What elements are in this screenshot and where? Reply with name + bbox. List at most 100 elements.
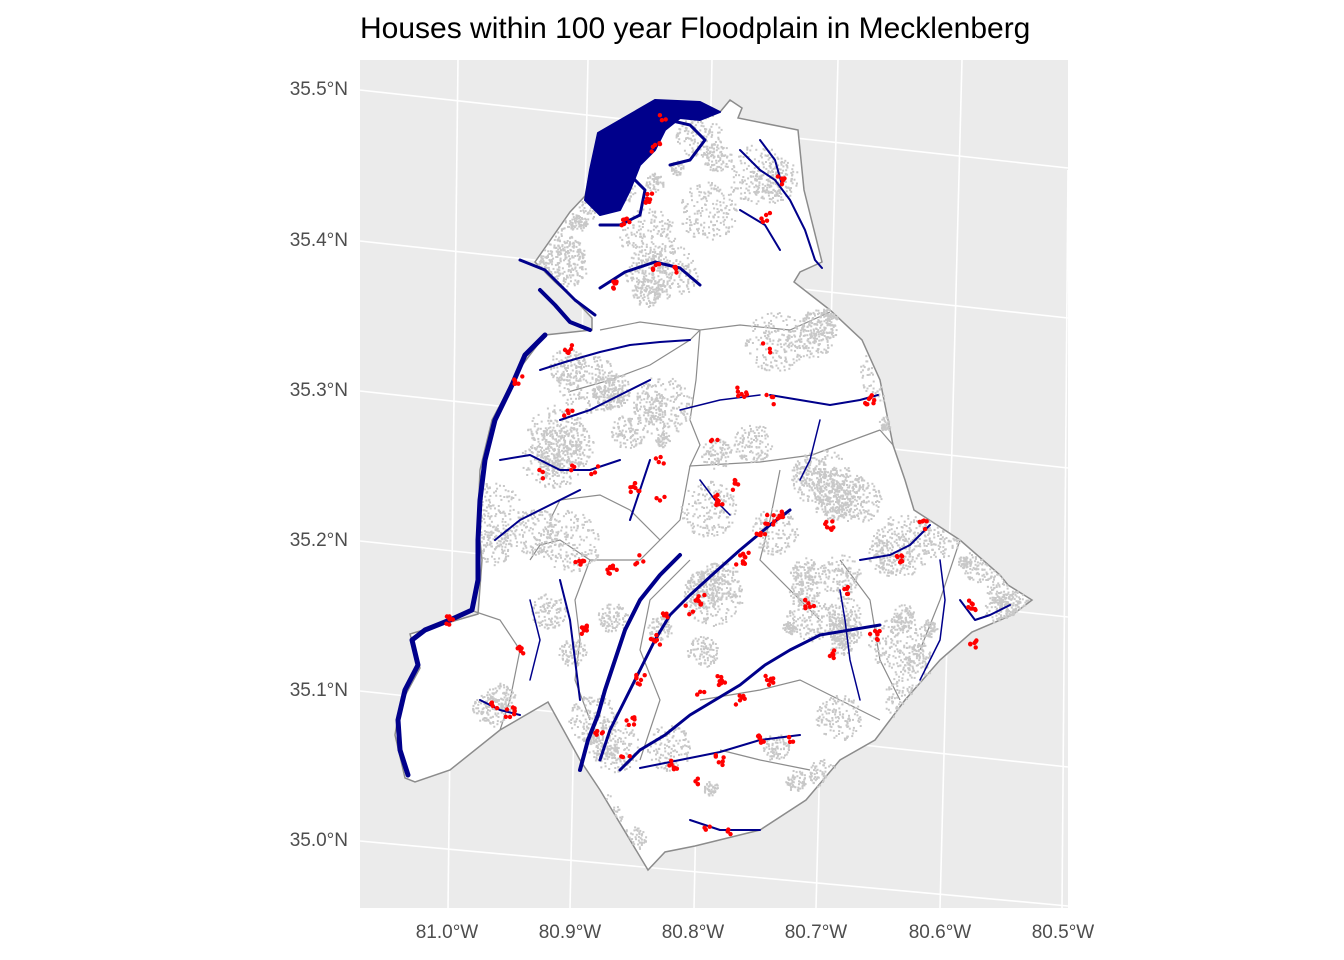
house-point [787, 746, 790, 749]
house-point [907, 614, 910, 617]
house-point [800, 329, 802, 332]
house-point [491, 504, 494, 507]
house-point [841, 642, 844, 645]
house-point [565, 472, 568, 475]
house-point [561, 372, 564, 375]
house-point [537, 621, 540, 624]
house-point [524, 452, 527, 455]
house-point [771, 742, 774, 745]
house-point [548, 483, 550, 486]
house-point [655, 618, 658, 621]
house-point [776, 199, 779, 202]
house-point [567, 388, 570, 391]
house-point [738, 590, 741, 593]
house-point [720, 510, 723, 513]
house-point [564, 535, 567, 538]
house-point [565, 640, 568, 643]
house-point [651, 403, 654, 406]
house-point [661, 182, 664, 185]
house-point [753, 186, 756, 189]
house-point [706, 487, 709, 490]
house-point [722, 220, 725, 223]
house-point [751, 182, 754, 185]
house-point [574, 461, 576, 464]
house-point [574, 644, 577, 647]
house-point [702, 494, 705, 497]
house-point [848, 642, 851, 645]
house-point [557, 450, 560, 453]
house-point [818, 343, 821, 345]
house-point [538, 542, 541, 545]
house-point [800, 340, 803, 343]
house-point [566, 453, 569, 456]
house-point [615, 617, 618, 620]
house-point [835, 317, 837, 320]
house-point [576, 281, 579, 284]
house-point [716, 186, 719, 189]
house-point [708, 648, 711, 651]
house-point [683, 512, 686, 515]
house-point [871, 482, 874, 485]
house-point [1007, 614, 1010, 617]
house-point [557, 272, 560, 275]
house-point [909, 693, 912, 696]
house-point [514, 494, 517, 497]
house-point [608, 607, 611, 610]
house-point [596, 533, 599, 536]
house-point [696, 278, 699, 281]
house-point [621, 380, 624, 383]
house-point [719, 495, 721, 498]
house-point [858, 621, 861, 624]
house-point [713, 534, 716, 537]
house-point [784, 627, 787, 629]
house-point [962, 562, 965, 565]
house-point [900, 621, 903, 624]
house-point [735, 450, 738, 453]
house-point [690, 524, 693, 527]
house-point [569, 220, 572, 222]
house-point [875, 501, 877, 503]
house-point [696, 212, 699, 215]
house-point [890, 688, 893, 690]
house-point [757, 166, 760, 169]
house-point [928, 520, 931, 523]
house-point [583, 516, 586, 519]
house-point [839, 620, 842, 622]
house-point [621, 386, 624, 389]
house-point [547, 627, 550, 630]
house-point [824, 608, 827, 611]
house-point [757, 426, 760, 429]
house-point [582, 428, 585, 431]
house-point [718, 189, 721, 192]
house-point [642, 299, 645, 302]
house-point [717, 605, 720, 608]
house-point [562, 443, 565, 446]
house-point [548, 617, 551, 620]
house-point [699, 653, 702, 656]
house-point [736, 595, 739, 598]
house-point [732, 502, 735, 505]
house-point [569, 561, 572, 564]
house-point [541, 620, 544, 623]
house-point [579, 441, 582, 443]
house-point [901, 690, 904, 692]
house-point [605, 627, 608, 630]
house-point [715, 188, 718, 191]
house-point [672, 252, 675, 255]
house-point [613, 754, 616, 757]
house-point [809, 350, 812, 353]
house-point [567, 659, 570, 662]
house-point [547, 531, 549, 534]
house-point [562, 280, 565, 282]
house-point [549, 434, 552, 437]
house-point [775, 739, 778, 742]
house-point [833, 316, 836, 318]
house-point [925, 623, 928, 626]
house-point [809, 587, 812, 590]
house-point [571, 417, 573, 420]
house-point [855, 499, 858, 502]
house-point [853, 495, 856, 498]
house-point [921, 665, 924, 668]
house-point [601, 390, 604, 393]
house-point [891, 695, 894, 698]
